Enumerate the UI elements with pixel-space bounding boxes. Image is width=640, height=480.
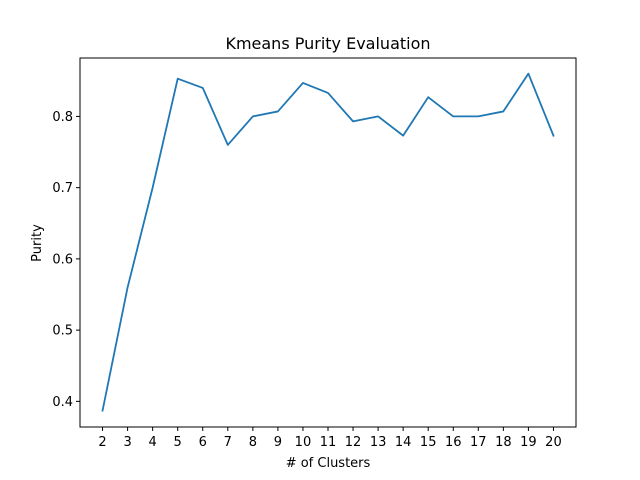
y-tick-label: 0.8	[52, 110, 73, 125]
x-tick-label: 11	[320, 435, 337, 450]
x-tick-label: 19	[520, 435, 537, 450]
x-tick-label: 14	[395, 435, 412, 450]
plot-frame	[79, 57, 577, 428]
y-axis-label: Purity	[30, 224, 45, 262]
x-tick-label: 17	[470, 435, 487, 450]
x-axis-ticks: 2 3 4 5 6 7 8 9 10 11 12 13 14 15 16 17 18 19 20	[98, 427, 562, 450]
x-tick-label: 9	[274, 435, 282, 450]
y-tick-label: 0.4	[52, 395, 73, 410]
x-tick-label: 7	[224, 435, 232, 450]
x-tick-label: 12	[345, 435, 362, 450]
x-tick-label: 15	[420, 435, 437, 450]
series-line	[101, 72, 555, 412]
x-tick-label: 2	[98, 435, 106, 450]
y-tick-label: 0.5	[52, 324, 73, 339]
x-tick-label: 8	[249, 435, 257, 450]
x-tick-label: 20	[545, 435, 562, 450]
x-tick-label: 18	[495, 435, 512, 450]
y-tick-label: 0.6	[52, 252, 73, 267]
chart-title: Kmeans Purity Evaluation	[225, 34, 430, 53]
x-tick-label: 4	[149, 435, 157, 450]
y-tick-label: 0.7	[52, 181, 73, 196]
series-layer	[101, 72, 555, 412]
x-tick-label: 6	[199, 435, 207, 450]
x-tick-label: 13	[370, 435, 387, 450]
x-tick-label: 16	[445, 435, 462, 450]
x-tick-label: 10	[295, 435, 312, 450]
y-axis-ticks: 0.4 0.5 0.6 0.7 0.8	[52, 110, 80, 410]
x-axis-label: # of Clusters	[286, 456, 371, 471]
x-tick-label: 3	[123, 435, 131, 450]
x-tick-label: 5	[174, 435, 182, 450]
